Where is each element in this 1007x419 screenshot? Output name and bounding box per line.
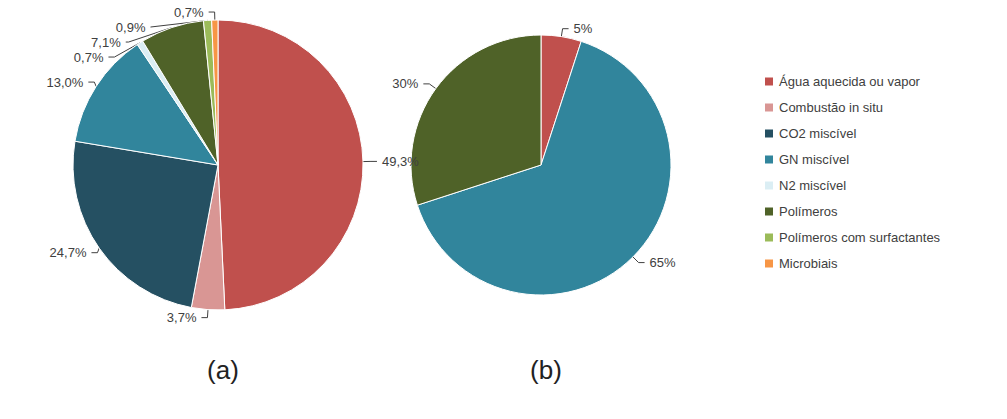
svg-text:7,1%: 7,1% — [91, 35, 121, 50]
svg-text:(b): (b) — [530, 355, 562, 385]
svg-text:49,3%: 49,3% — [382, 154, 419, 169]
svg-text:5%: 5% — [574, 21, 593, 36]
svg-text:0,7%: 0,7% — [174, 5, 204, 20]
svg-text:Polímeros com surfactantes: Polímeros com surfactantes — [779, 230, 941, 245]
svg-text:GN miscível: GN miscível — [779, 152, 849, 167]
svg-text:Água aquecida ou vapor: Água aquecida ou vapor — [779, 74, 921, 89]
svg-text:N2 miscível: N2 miscível — [779, 178, 846, 193]
svg-text:0,9%: 0,9% — [116, 20, 146, 35]
svg-text:13,0%: 13,0% — [46, 75, 83, 90]
svg-text:Combustão in situ: Combustão in situ — [779, 100, 883, 115]
svg-text:30%: 30% — [392, 76, 418, 91]
svg-text:0,7%: 0,7% — [74, 50, 104, 65]
svg-text:CO2 miscível: CO2 miscível — [779, 126, 856, 141]
svg-text:24,7%: 24,7% — [50, 245, 87, 260]
svg-text:Microbiais: Microbiais — [779, 256, 838, 271]
svg-text:3,7%: 3,7% — [167, 310, 197, 325]
svg-text:65%: 65% — [650, 255, 676, 270]
svg-text:(a): (a) — [207, 355, 239, 385]
svg-text:Polímeros: Polímeros — [779, 204, 838, 219]
